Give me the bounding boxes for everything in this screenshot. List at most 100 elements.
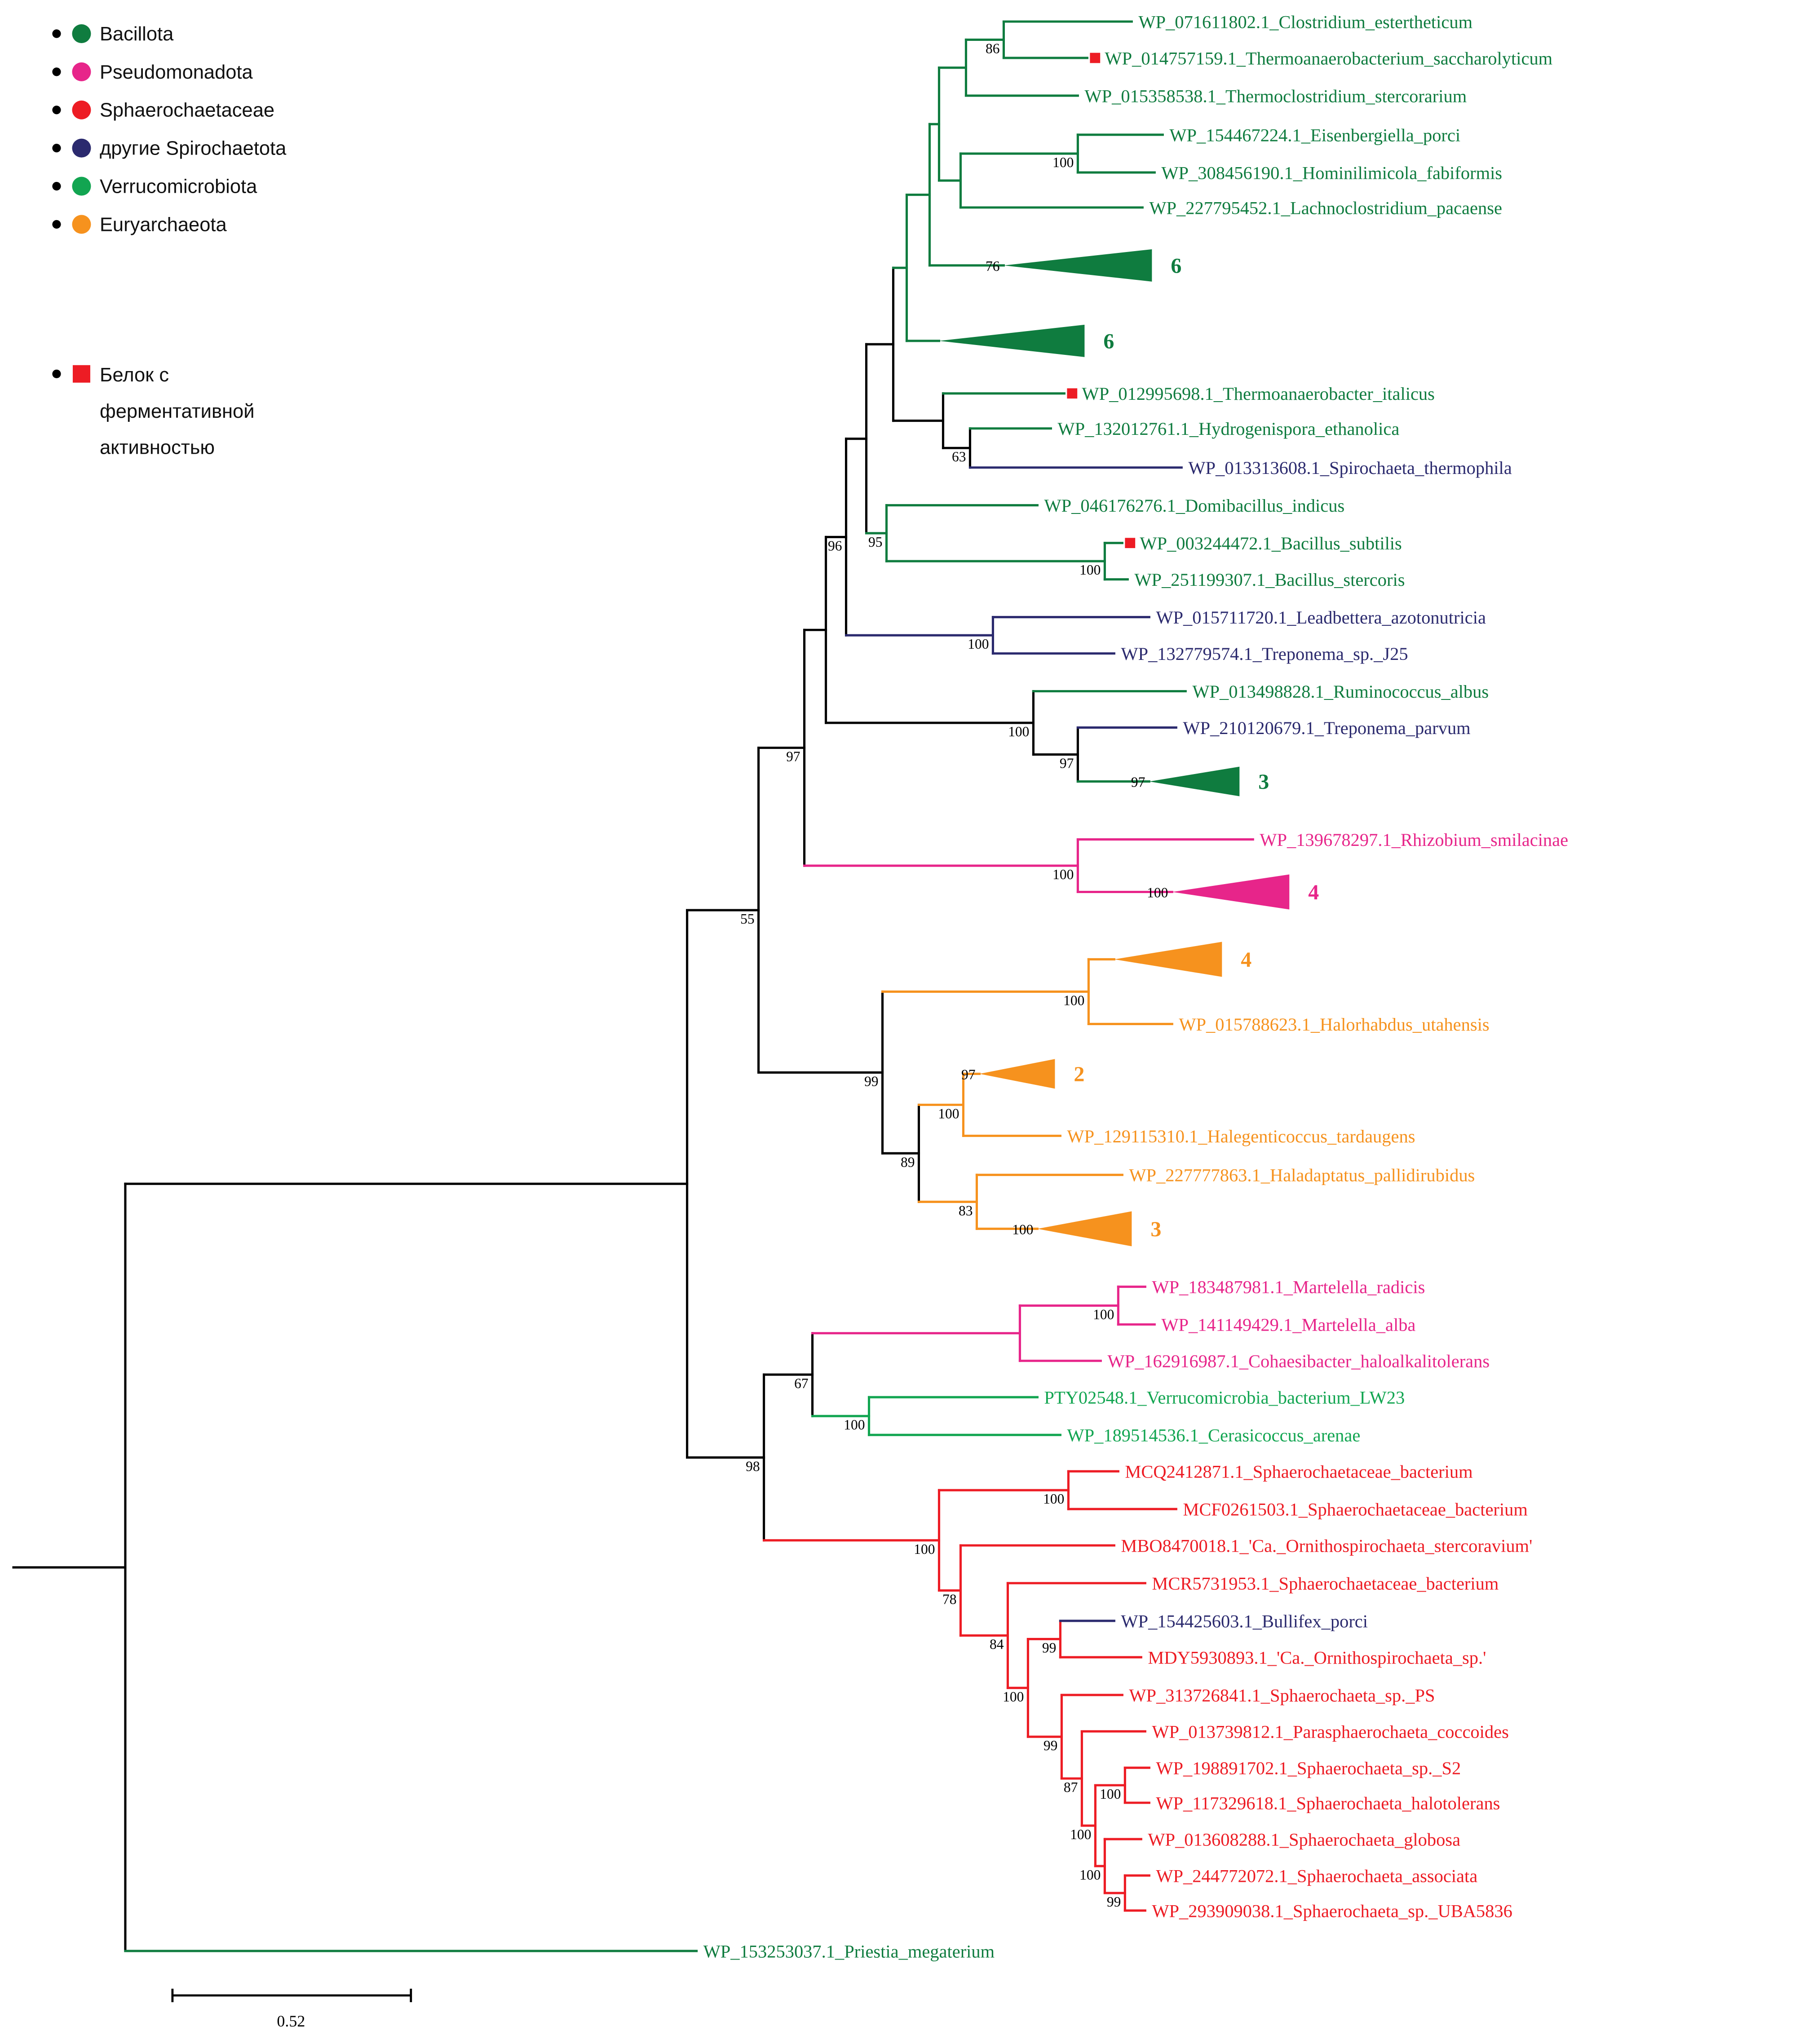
- collapsed-clade-count: 3: [1150, 1217, 1161, 1241]
- bootstrap-value: 98: [746, 1458, 760, 1474]
- bootstrap-value: 97: [786, 749, 800, 765]
- legend-color-swatch-icon: [72, 177, 91, 196]
- bootstrap-value: 99: [1107, 1894, 1121, 1910]
- collapsed-clade-triangle: [1149, 766, 1240, 796]
- legend-item-verrucomicrobiota: Verrucomicrobiota: [52, 176, 257, 197]
- legend-bullet-icon: [52, 220, 61, 229]
- bootstrap-value: 67: [794, 1376, 808, 1391]
- tip-label: WP_183487981.1_Martelella_radicis: [1152, 1277, 1425, 1297]
- bootstrap-value: 100: [1003, 1689, 1024, 1704]
- tip-label: WP_210120679.1_Treponema_parvum: [1183, 718, 1470, 738]
- legend-item-pseudomonadota: Pseudomonadota: [52, 62, 253, 83]
- bootstrap-value: 100: [844, 1417, 865, 1433]
- tip-label: WP_154467224.1_Eisenbergiella_porci: [1169, 125, 1460, 145]
- legend-bullet-icon: [52, 29, 61, 38]
- collapsed-clade-count: 4: [1241, 948, 1251, 972]
- bootstrap-value: 97: [961, 1066, 975, 1082]
- legend-note-line: Белок с: [100, 364, 169, 386]
- tip-label: WP_015788623.1_Halorhabdus_utahensis: [1179, 1014, 1489, 1035]
- collapsed-clade-count: 2: [1074, 1062, 1084, 1086]
- bootstrap-value: 89: [901, 1154, 915, 1170]
- bootstrap-value: 99: [1042, 1640, 1056, 1656]
- bootstrap-value: 100: [1070, 1827, 1091, 1842]
- tip-label: WP_013739812.1_Parasphaerochaeta_coccoid…: [1152, 1721, 1509, 1742]
- collapsed-clade-count: 6: [1171, 254, 1181, 278]
- bootstrap-value: 100: [1063, 992, 1084, 1008]
- tip-label: WP_227777863.1_Haladaptatus_pallidirubid…: [1129, 1165, 1475, 1186]
- tip-label: MCF0261503.1_Sphaerochaetaceae_bacterium: [1183, 1500, 1528, 1520]
- scale-bar: 0.52: [171, 1988, 412, 2030]
- tip-label: WP_293909038.1_Sphaerochaeta_sp._UBA5836: [1152, 1901, 1512, 1921]
- legend-item-другие-spirochaetota: другие Spirochaetota: [52, 138, 287, 159]
- legend-item-enzyme-activity: Белок с ферментативной активностью: [52, 364, 255, 459]
- enzyme-activity-marker: [1125, 538, 1136, 549]
- bootstrap-value: 97: [1060, 756, 1074, 771]
- legend-item-bacillota: Bacillota: [52, 23, 174, 45]
- legend-item-euryarchaeota: Euryarchaeota: [52, 214, 227, 235]
- bootstrap-value: 100: [1093, 1306, 1114, 1322]
- enzyme-activity-marker: [1067, 388, 1078, 399]
- collapsed-clade-triangle: [1037, 1211, 1132, 1247]
- collapsed-clade-triangle: [1114, 942, 1222, 977]
- collapsed-clade-triangle: [979, 1059, 1055, 1089]
- tip-label: WP_003244472.1_Bacillus_subtilis: [1140, 533, 1402, 553]
- bootstrap-value: 97: [1131, 774, 1145, 790]
- bootstrap-value: 78: [942, 1591, 956, 1607]
- tip-label: WP_013498828.1_Ruminococcus_albus: [1192, 681, 1489, 702]
- legend-bullet-icon: [52, 106, 61, 115]
- bootstrap-value: 100: [1052, 867, 1074, 882]
- bootstrap-value: 100: [1079, 1867, 1101, 1883]
- tip-label: WP_132012761.1_Hydrogenispora_ethanolica: [1057, 419, 1399, 439]
- legend-item-label: другие Spirochaetota: [100, 138, 287, 159]
- tip-label: MDY5930893.1_'Ca._Ornithospirochaeta_sp.…: [1148, 1647, 1486, 1668]
- collapsed-clade-count: 6: [1103, 329, 1114, 353]
- legend: Bacillota Pseudomonadota Sphaerochaetaceae…: [52, 23, 287, 459]
- bootstrap-value: 100: [1100, 1786, 1121, 1802]
- tip-label: WP_308456190.1_Hominilimicola_fabiformis: [1161, 163, 1502, 183]
- legend-note-line: ферментативной: [100, 401, 255, 422]
- tip-label: WP_139678297.1_Rhizobium_smilacinae: [1260, 830, 1568, 850]
- tip-label: WP_071611802.1_Clostridium_estertheticum: [1138, 12, 1472, 32]
- legend-bullet-icon: [52, 369, 61, 378]
- tip-label: WP_013608288.1_Sphaerochaeta_globosa: [1148, 1829, 1460, 1849]
- tip-label: WP_132779574.1_Treponema_sp._J25: [1121, 644, 1408, 664]
- tip-label: WP_313726841.1_Sphaerochaeta_sp._PS: [1129, 1685, 1435, 1705]
- tree: WP_071611802.1_Clostridium_estertheticum…: [12, 12, 1568, 1961]
- bootstrap-value: 100: [968, 636, 989, 652]
- legend-item-label: Sphaerochaetaceae: [100, 100, 274, 121]
- tip-label: WP_189514536.1_Cerasicoccus_arenae: [1067, 1425, 1360, 1446]
- enzyme-activity-marker: [1090, 53, 1101, 63]
- legend-color-swatch-icon: [72, 24, 91, 43]
- tip-label: WP_015358538.1_Thermoclostridium_stercor…: [1084, 86, 1467, 106]
- collapsed-clade-count: 4: [1308, 880, 1319, 904]
- legend-color-swatch-icon: [72, 215, 91, 234]
- bootstrap-value: 99: [864, 1073, 878, 1089]
- bootstrap-value: 55: [740, 911, 754, 927]
- legend-color-swatch-icon: [72, 100, 91, 119]
- legend-bullet-icon: [52, 144, 61, 153]
- tip-label: WP_154425603.1_Bullifex_porci: [1121, 1611, 1368, 1631]
- tip-label: WP_012995698.1_Thermoanaerobacter_italic…: [1082, 384, 1435, 404]
- tip-label: MBO8470018.1_'Ca._Ornithospirochaeta_ste…: [1121, 1536, 1532, 1556]
- legend-note-line: активностью: [100, 437, 215, 459]
- scale-bar-label: 0.52: [277, 2012, 305, 2030]
- tip-label: WP_013313608.1_Spirochaeta_thermophila: [1188, 458, 1512, 478]
- tip-label: WP_244772072.1_Sphaerochaeta_associata: [1156, 1866, 1477, 1886]
- tip-label: WP_251199307.1_Bacillus_stercoris: [1134, 570, 1405, 590]
- bootstrap-value: 100: [1147, 885, 1168, 900]
- bootstrap-value: 100: [1052, 155, 1074, 170]
- legend-bullet-icon: [52, 67, 61, 76]
- collapsed-clade-triangle: [1004, 249, 1152, 282]
- bootstrap-value: 87: [1064, 1779, 1078, 1795]
- tip-label: WP_162916987.1_Cohaesibacter_haloalkalit…: [1107, 1351, 1490, 1372]
- bootstrap-value: 100: [1079, 562, 1101, 578]
- bootstrap-value: 63: [952, 449, 966, 465]
- bootstrap-value: 86: [986, 40, 999, 56]
- legend-color-swatch-icon: [72, 62, 91, 81]
- tip-label: WP_198891702.1_Sphaerochaeta_sp._S2: [1156, 1758, 1461, 1778]
- legend-item-label: Euryarchaeota: [100, 214, 227, 235]
- enzyme-activity-swatch-icon: [72, 365, 90, 383]
- legend-item-sphaerochaetaceae: Sphaerochaetaceae: [52, 100, 274, 121]
